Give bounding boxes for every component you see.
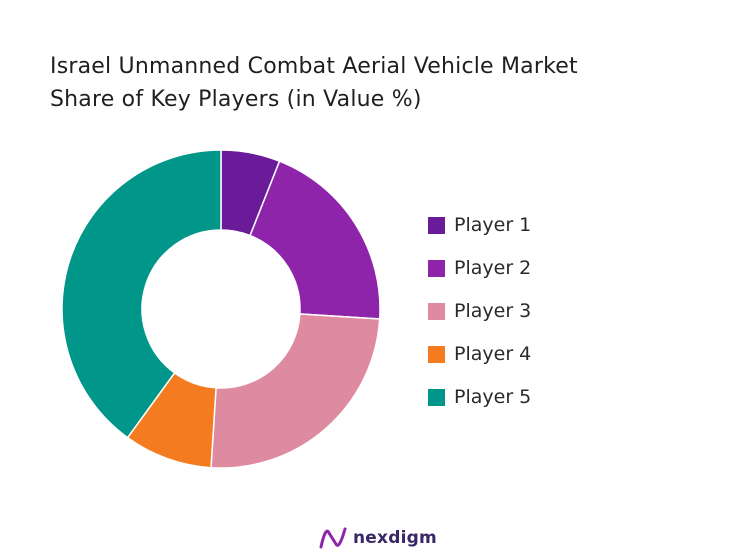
legend-item-player-1: Player 1 <box>428 210 531 240</box>
donut-slice-player-2 <box>249 160 381 320</box>
chart-title: Israel Unmanned Combat Aerial Vehicle Ma… <box>50 50 690 116</box>
chart-title-line-1: Israel Unmanned Combat Aerial Vehicle Ma… <box>50 54 578 79</box>
legend-label-player-3: Player 3 <box>454 300 532 322</box>
chart-title-line-2: Share of Key Players (in Value %) <box>50 87 422 112</box>
brand-name: nexdigm <box>353 528 437 548</box>
legend-item-player-3: Player 3 <box>428 296 531 326</box>
legend-label-player-5: Player 5 <box>454 386 532 408</box>
legend-swatch-player-2 <box>428 259 445 277</box>
legend-item-player-4: Player 4 <box>428 339 531 369</box>
legend-label-player-1: Player 1 <box>454 214 532 236</box>
nexdigm-logo-icon <box>319 527 347 549</box>
legend-label-player-2: Player 2 <box>454 257 532 279</box>
legend-swatch-player-3 <box>428 302 445 320</box>
donut-slice-player-3 <box>210 313 381 469</box>
legend-item-player-5: Player 5 <box>428 382 531 412</box>
donut-slice-player-5 <box>61 149 222 439</box>
legend-item-player-2: Player 2 <box>428 253 531 283</box>
legend-swatch-player-5 <box>428 388 445 406</box>
legend-swatch-player-4 <box>428 345 445 363</box>
legend-label-player-4: Player 4 <box>454 343 532 365</box>
brand-logo: nexdigm <box>318 524 437 552</box>
legend-swatch-player-1 <box>428 216 445 234</box>
